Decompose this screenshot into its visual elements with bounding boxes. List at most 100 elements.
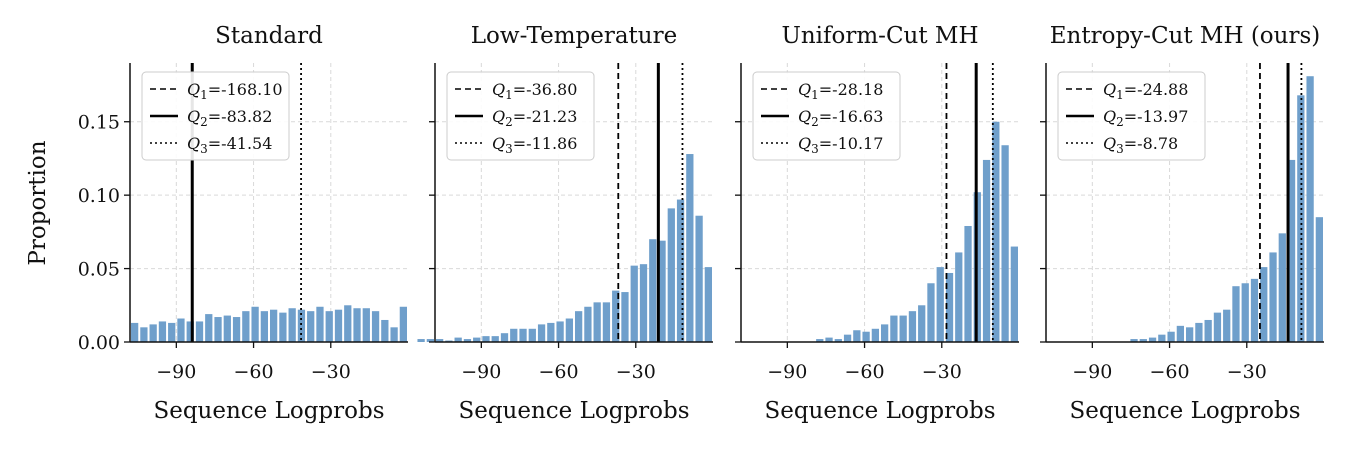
histogram-bar bbox=[436, 339, 444, 342]
legend-entry-q1: Q1=-28.18 bbox=[798, 80, 883, 102]
x-tick-label: −60 bbox=[845, 361, 885, 383]
x-axis-label: Sequence Logprobs bbox=[153, 398, 384, 424]
histogram-bar bbox=[353, 308, 361, 342]
panel-title: Standard bbox=[215, 23, 323, 49]
x-tick-label: −90 bbox=[767, 361, 807, 383]
histogram-bar bbox=[473, 337, 481, 342]
x-tick-label: −30 bbox=[311, 361, 351, 383]
legend-entry-q1: Q1=-24.88 bbox=[1103, 80, 1188, 102]
histogram-bar bbox=[316, 306, 324, 342]
histogram-bar bbox=[426, 339, 434, 342]
histogram-bar bbox=[565, 318, 573, 342]
histogram-bar bbox=[500, 333, 509, 342]
histogram-bar bbox=[853, 330, 861, 342]
histogram-bar bbox=[417, 339, 425, 342]
x-tick-label: −90 bbox=[461, 361, 501, 383]
histogram-bar bbox=[158, 321, 167, 342]
histogram-bar bbox=[936, 267, 944, 342]
histogram-bar bbox=[676, 199, 685, 342]
histogram-bar bbox=[992, 121, 1000, 343]
panel-4: −90 −60 −30 Entropy-Cut MH (ours) Sequence L… bbox=[1040, 23, 1324, 424]
x-axis-label: Sequence Logprobs bbox=[458, 398, 689, 424]
histogram-bar bbox=[612, 290, 620, 342]
histogram-bar bbox=[482, 336, 490, 342]
histogram-bar bbox=[834, 339, 842, 342]
legend-entry-q2: Q2=-21.23 bbox=[492, 107, 577, 129]
x-tick-label: −30 bbox=[616, 361, 656, 383]
histogram-bar bbox=[297, 309, 306, 342]
panels: 0.00 0.05 0.10 0.15 −90 −60 −30 Standard Sequenc… bbox=[78, 23, 1324, 424]
panel-3: −90 −60 −30 Uniform-Cut MH Sequence Logprobs… bbox=[735, 23, 1019, 424]
histogram-bar bbox=[1139, 339, 1147, 342]
histogram-bar bbox=[1232, 286, 1240, 342]
histogram-bar bbox=[131, 322, 139, 342]
histogram-bar bbox=[899, 315, 907, 342]
histogram-bar bbox=[168, 322, 176, 342]
histogram-bar bbox=[1001, 145, 1009, 342]
histogram-bar bbox=[177, 318, 185, 342]
histogram-bar bbox=[862, 331, 870, 342]
histogram-bar bbox=[519, 328, 527, 342]
legend-box bbox=[141, 71, 290, 161]
histogram-bar bbox=[1186, 327, 1194, 342]
histogram-bar bbox=[695, 215, 703, 342]
histogram-bar bbox=[528, 328, 536, 342]
histogram-bar bbox=[556, 321, 564, 342]
histogram-bar bbox=[686, 154, 694, 342]
histogram-bar bbox=[1167, 331, 1175, 342]
histogram-bar bbox=[602, 302, 611, 342]
histogram-bar bbox=[362, 308, 370, 342]
histogram-bar bbox=[593, 302, 601, 342]
legend: Q1=-28.18 Q2=-16.63 Q3=-10.17 bbox=[752, 71, 901, 161]
histogram-bar bbox=[927, 283, 935, 342]
panel-title: Uniform-Cut MH bbox=[781, 23, 978, 49]
histogram-bar bbox=[1010, 246, 1018, 342]
histogram-bar bbox=[1260, 267, 1268, 342]
histogram-bar bbox=[140, 327, 148, 342]
legend: Q1=-168.10 Q2=-83.82 Q3=-41.54 bbox=[141, 71, 290, 161]
y-tick-label: 0.05 bbox=[78, 259, 120, 281]
histogram-bar bbox=[288, 308, 296, 342]
histogram-bar bbox=[1148, 337, 1157, 342]
x-axis-label: Sequence Logprobs bbox=[764, 398, 995, 424]
histogram-bar bbox=[1223, 309, 1231, 342]
histogram-bar bbox=[223, 315, 231, 342]
panel-title: Low-Temperature bbox=[471, 23, 677, 49]
y-axis-label: Proportion bbox=[25, 140, 51, 265]
x-tick-label: −60 bbox=[539, 361, 579, 383]
histogram-bar bbox=[825, 337, 833, 342]
histogram-bar bbox=[890, 315, 898, 342]
legend-entry-q3: Q3=-10.17 bbox=[798, 134, 883, 156]
legend-box bbox=[446, 71, 595, 161]
histogram-bar bbox=[945, 272, 954, 342]
x-tick-label: −60 bbox=[1150, 361, 1190, 383]
x-tick-label: −90 bbox=[1072, 361, 1112, 383]
legend: Q1=-24.88 Q2=-13.97 Q3=-8.78 bbox=[1057, 71, 1206, 161]
histogram-bar bbox=[955, 252, 963, 342]
histogram-bar bbox=[1158, 334, 1166, 342]
histogram-bar bbox=[279, 312, 287, 342]
legend: Q1=-36.80 Q2=-21.23 Q3=-11.86 bbox=[446, 71, 595, 161]
histogram-bar bbox=[1315, 217, 1323, 342]
histogram-bar bbox=[667, 208, 675, 342]
histogram-bar bbox=[1213, 312, 1222, 342]
histogram-bar bbox=[334, 309, 343, 342]
histogram-bar bbox=[584, 306, 592, 342]
histogram-bar bbox=[325, 311, 333, 342]
histogram-bar bbox=[186, 321, 194, 342]
histogram-bar bbox=[537, 324, 546, 342]
histogram-bar bbox=[964, 225, 972, 342]
histogram-bar bbox=[881, 324, 889, 342]
histogram-bar bbox=[232, 317, 241, 342]
legend-entry-q2: Q2=-16.63 bbox=[798, 107, 883, 129]
legend-entry-q3: Q3=-41.54 bbox=[187, 134, 272, 156]
histogram-bar bbox=[399, 306, 407, 342]
histogram-bar bbox=[1241, 283, 1249, 342]
panel-2: −90 −60 −30 Low-Temperature Sequence Logprob… bbox=[417, 23, 713, 424]
x-tick-label: −90 bbox=[156, 361, 196, 383]
histogram-bar bbox=[260, 311, 268, 342]
histogram-bar bbox=[1204, 319, 1212, 342]
legend-entry-q1: Q1=-36.80 bbox=[492, 80, 577, 102]
histogram-bar bbox=[658, 240, 666, 342]
